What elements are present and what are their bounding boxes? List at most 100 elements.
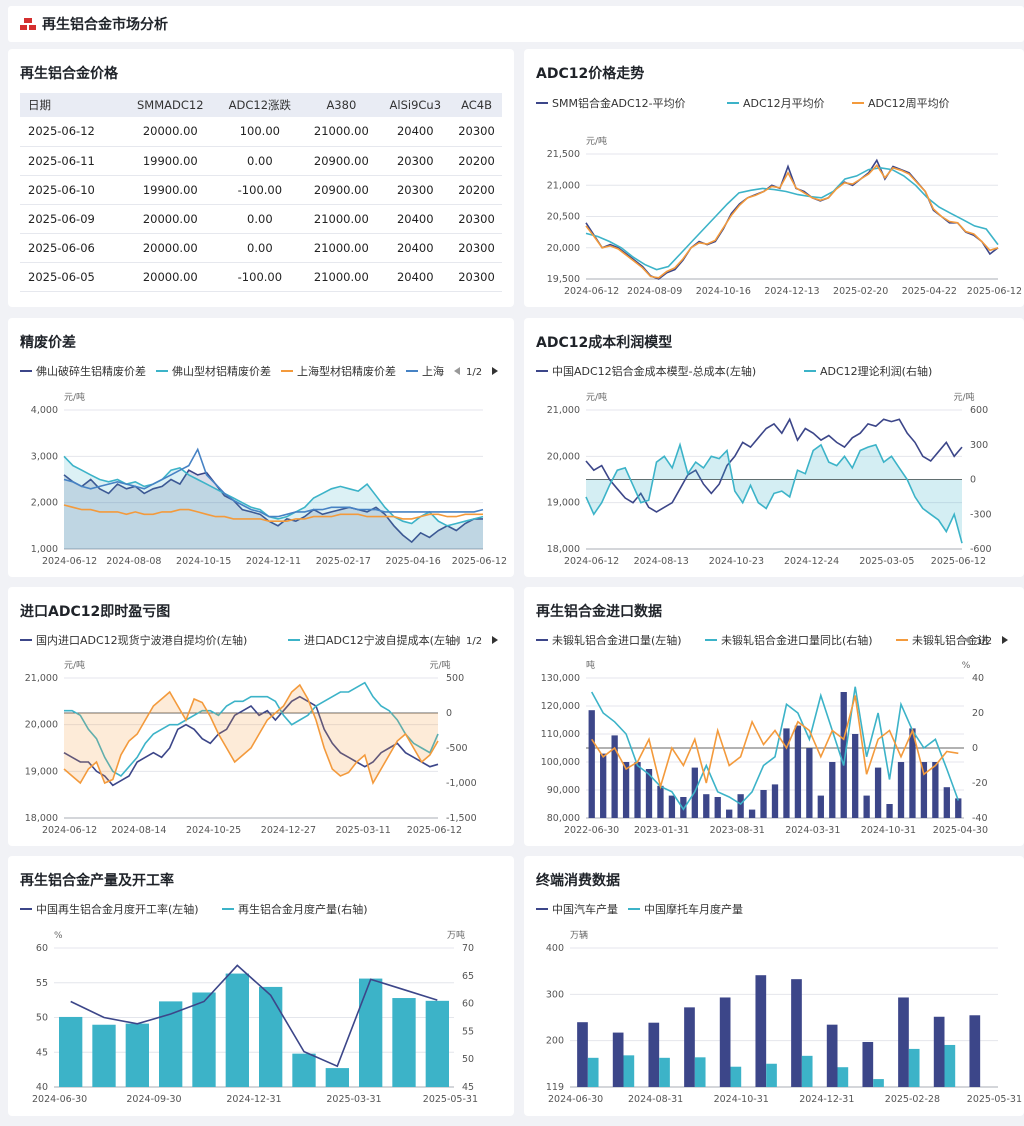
table-cell: 2025-06-12	[20, 117, 125, 147]
axis-unit-left: 万辆	[570, 929, 588, 941]
x-tick-label: 2024-08-09	[627, 286, 682, 297]
y-tick-label: 130,000	[541, 673, 580, 684]
x-tick-label: 2025-06-12	[452, 556, 507, 567]
y-tick-label: 120,000	[541, 701, 580, 712]
bar	[577, 1022, 588, 1087]
y-tick-label: 110,000	[541, 729, 580, 740]
bar	[587, 1057, 599, 1087]
y-tick-label: 200	[546, 1036, 564, 1047]
bar	[92, 1024, 116, 1087]
col-header: AlSi9Cu3	[379, 93, 452, 117]
table-cell: 2025-06-06	[20, 233, 125, 263]
bar	[730, 1066, 742, 1087]
page-next-icon	[492, 367, 498, 375]
y-tick-label: 18,000	[547, 544, 580, 555]
bar	[840, 692, 847, 818]
x-tick-label: 2024-06-30	[32, 1094, 87, 1105]
y2-tick-label: 60	[462, 999, 474, 1010]
bar	[748, 809, 756, 818]
x-tick-label: 2024-12-24	[784, 556, 839, 567]
x-tick-label: 2024-10-15	[176, 556, 231, 567]
chart-card-c2: 精废价差 佛山破碎生铝精废价差 佛山型材铝精废价差 上海型材铝精废价差 上海 1/2 元/吨…	[8, 318, 514, 577]
table-cell: 2025-06-11	[20, 146, 125, 176]
table-row: 2025-06-12 20000.00 100.00 21000.00 20400 203…	[20, 117, 502, 147]
y2-tick-label: 45	[462, 1082, 474, 1093]
legend-label: 佛山破碎生铝精废价差	[36, 364, 146, 378]
axis-unit-right: 万吨	[447, 929, 465, 941]
y2-tick-label: 0	[446, 708, 452, 719]
table-row: 2025-06-11 19900.00 0.00 20900.00 20300 20200	[20, 146, 502, 176]
y-tick-label: 20,000	[547, 451, 580, 462]
bar	[612, 1032, 624, 1087]
chart-card-c5: 再生铝合金进口数据 未锻轧铝合金进口量(左轴) 未锻轧铝合金进口量同比(右轴) 未锻轧…	[524, 587, 1024, 846]
series-line	[64, 681, 439, 778]
bar	[703, 794, 710, 818]
bar	[726, 809, 733, 818]
y2-tick-label: 600	[970, 405, 988, 416]
x-tick-label: 2024-12-31	[799, 1094, 854, 1105]
price-table-title: 再生铝合金价格	[20, 66, 118, 82]
table-cell: 19900.00	[124, 175, 217, 205]
bar	[359, 978, 383, 1087]
page-title: 再生铝合金市场分析	[42, 17, 168, 33]
table-cell: 20400	[379, 233, 452, 263]
y2-tick-label: 0	[972, 743, 978, 754]
y2-tick-label: 20	[972, 708, 984, 719]
axis-unit-left: 吨	[586, 659, 595, 671]
y2-tick-label: -600	[970, 544, 992, 555]
chart-c3: 中国ADC12铝合金成本模型-总成本(左轴) ADC12理论利润(右轴) 元/吨 元/…	[536, 364, 992, 567]
y-tick-label: 119	[546, 1082, 564, 1093]
bar	[59, 1016, 83, 1087]
table-cell: 20300	[451, 117, 502, 147]
bar	[623, 1055, 635, 1087]
y2-tick-label: 300	[970, 440, 988, 451]
x-tick-label: 2024-10-31	[861, 825, 916, 836]
x-tick-label: 2023-08-31	[710, 825, 765, 836]
bar	[737, 794, 744, 818]
col-header: A380	[303, 93, 380, 117]
col-header: SMMADC12	[124, 93, 217, 117]
bar	[898, 997, 909, 1087]
table-cell: 20000.00	[124, 262, 217, 292]
y-tick-label: 19,000	[25, 766, 58, 777]
table-row: 2025-06-09 20000.00 0.00 21000.00 20400 20300	[20, 204, 502, 234]
legend-page-label: 1/2	[466, 367, 482, 378]
bar	[648, 1022, 660, 1087]
area-fill	[64, 685, 438, 783]
legend-label: 再生铝合金月度产量(右轴)	[238, 902, 368, 916]
y2-tick-label: -40	[972, 813, 988, 824]
y2-tick-label: 0	[970, 475, 976, 486]
bar	[852, 734, 859, 818]
chart-title: ADC12成本利润模型	[536, 335, 673, 351]
bar	[668, 795, 676, 818]
bar	[873, 1079, 884, 1087]
bar	[755, 975, 767, 1087]
table-cell: 2025-06-10	[20, 175, 125, 205]
bar	[943, 787, 950, 818]
table-cell: 20300	[451, 204, 502, 234]
x-tick-label: 2024-06-30	[548, 1094, 603, 1105]
x-tick-label: 2023-01-31	[634, 825, 689, 836]
y-tick-label: 40	[36, 1082, 48, 1093]
page-header: 再生铝合金市场分析	[8, 6, 1024, 42]
x-tick-label: 2025-04-22	[902, 286, 957, 297]
bar	[920, 762, 928, 818]
legend-label: 中国汽车产量	[552, 902, 618, 916]
chart-card-c3: ADC12成本利润模型中国ADC12铝合金成本模型-总成本(左轴) ADC12理论…	[524, 318, 1024, 577]
x-tick-label: 2025-05-31	[423, 1094, 478, 1105]
series-line	[585, 442, 963, 544]
page-prev-icon	[454, 367, 460, 375]
legend-label: ADC12月平均价	[743, 97, 825, 110]
x-tick-label: 2024-03-31	[785, 825, 840, 836]
axis-unit-left: 元/吨	[64, 391, 85, 403]
y-tick-label: 21,000	[547, 405, 580, 416]
bar	[325, 1068, 349, 1087]
x-tick-label: 2024-12-11	[246, 556, 301, 567]
chart-title: 进口ADC12即时盈亏图	[20, 604, 171, 620]
legend-label: 中国摩托车月度产量	[644, 902, 743, 916]
bar	[588, 710, 595, 818]
y-tick-label: 4,000	[31, 405, 58, 416]
y-tick-label: 19,000	[547, 498, 580, 509]
price-table: 日期 SMMADC12 ADC12涨跌 A380 AlSi9Cu3 AC4B 2…	[20, 93, 502, 292]
